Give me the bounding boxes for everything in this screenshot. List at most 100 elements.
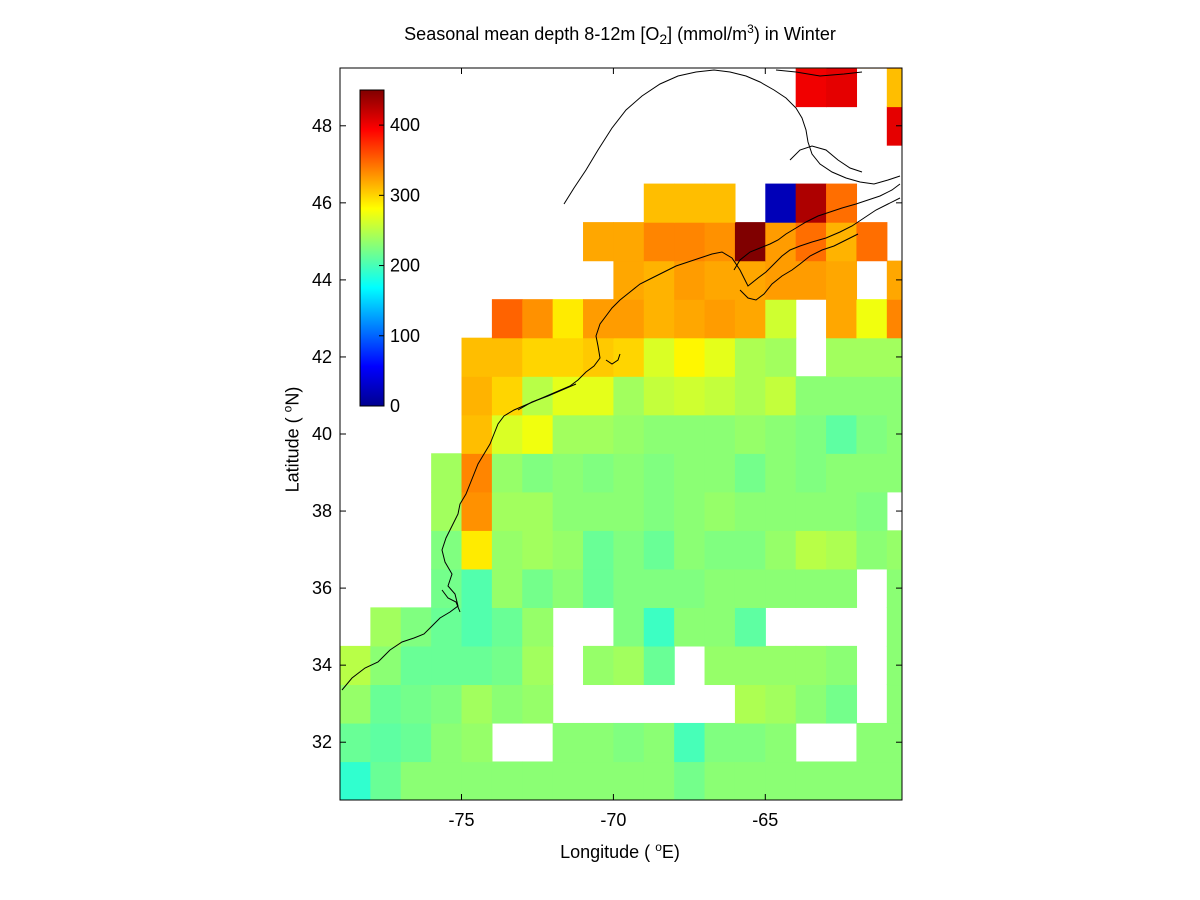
- heatmap-cell: [765, 299, 797, 339]
- heatmap-cell: [704, 299, 736, 339]
- heatmap-cell: [886, 68, 902, 108]
- heatmap-cell: [461, 414, 493, 454]
- heatmap-cell: [491, 453, 523, 493]
- heatmap-cell: [431, 645, 463, 686]
- heatmap-cell: [795, 645, 827, 686]
- heatmap-cell: [856, 0, 887, 30]
- heatmap-cell: [704, 607, 736, 647]
- heatmap-cell: [734, 376, 766, 416]
- heatmap-cell: [552, 568, 584, 608]
- heatmap-cell: [795, 222, 827, 262]
- heatmap-cell: [400, 607, 432, 647]
- heatmap-cell: [826, 299, 858, 339]
- heatmap-cell: [491, 337, 523, 377]
- y-tick-label: 38: [312, 501, 332, 521]
- heatmap-cell: [704, 414, 736, 454]
- heatmap-cell: [765, 183, 797, 223]
- heatmap-cell: [583, 299, 615, 339]
- heatmap-cell: [856, 337, 888, 377]
- heatmap-cell: [734, 607, 766, 647]
- heatmap-cell: [704, 260, 736, 300]
- heatmap-cell: [643, 530, 675, 570]
- y-tick-label: 44: [312, 270, 332, 290]
- heatmap-cell: [734, 684, 766, 724]
- y-tick-label: 40: [312, 424, 332, 444]
- heatmap-cell: [643, 337, 675, 377]
- x-tick-label: -75: [449, 810, 475, 830]
- heatmap-cell: [795, 68, 827, 108]
- heatmap-cell: [856, 414, 888, 454]
- heatmap-cell: [856, 376, 888, 416]
- heatmap-cell: [704, 183, 736, 223]
- heatmap-cell: [522, 645, 554, 686]
- heatmap-cell: [643, 453, 675, 493]
- heatmap-cell: [461, 645, 493, 686]
- heatmap-cell: [886, 530, 902, 570]
- coastline: [341, 69, 901, 691]
- heatmap-cell: [552, 722, 584, 763]
- heatmap-cell: [674, 183, 706, 223]
- heatmap-cell: [400, 684, 432, 724]
- heatmap-cell: [400, 645, 432, 686]
- heatmap-cell: [583, 491, 615, 531]
- heatmap-cell: [613, 376, 645, 416]
- heatmap-cell: [734, 453, 766, 493]
- heatmap-cell: [370, 761, 402, 800]
- heatmap-cell: [734, 645, 766, 686]
- heatmap-cell: [491, 530, 523, 570]
- heatmap-cell: [734, 491, 766, 531]
- heatmap-cell: [583, 761, 615, 800]
- heatmap-cell: [613, 568, 645, 608]
- heatmap-cell: [491, 684, 523, 724]
- heatmap-cell: [613, 260, 645, 300]
- heatmap-cell: [704, 761, 736, 800]
- heatmap-cell: [522, 453, 554, 493]
- heatmap-cell: [370, 607, 402, 647]
- colorbar-gradient: [359, 89, 385, 407]
- heatmap-cell: [491, 607, 523, 647]
- heatmap-cell: [643, 222, 675, 262]
- heatmap-cell: [795, 491, 827, 531]
- heatmap-cell: [856, 530, 888, 570]
- heatmap-cell: [643, 376, 675, 416]
- heatmap-cell: [491, 414, 523, 454]
- heatmap-cell: [613, 530, 645, 570]
- heatmap-cell: [461, 337, 493, 377]
- heatmap-cell: [674, 453, 706, 493]
- heatmap-cell: [704, 722, 736, 763]
- y-tick-label: 46: [312, 193, 332, 213]
- heatmap-cell: [643, 607, 675, 647]
- heatmap-cell: [583, 414, 615, 454]
- heatmap-cell: [674, 491, 706, 531]
- heatmap-cell: [886, 260, 902, 300]
- heatmap-cell: [795, 414, 827, 454]
- heatmap-cell: [552, 376, 584, 416]
- heatmap-cell: [674, 530, 706, 570]
- heatmap-cell: [886, 761, 902, 800]
- heatmap-cell: [704, 453, 736, 493]
- heatmap-cell: [826, 645, 858, 686]
- heatmap-cell: [704, 491, 736, 531]
- heatmap-cell: [552, 491, 584, 531]
- heatmap-cell: [583, 530, 615, 570]
- heatmap-cell: [886, 376, 902, 416]
- x-axis-label: Longitude ( oE): [560, 840, 680, 862]
- heatmap-cell: [826, 530, 858, 570]
- heatmap-cell: [765, 0, 796, 30]
- heatmap-cell: [765, 761, 797, 800]
- heatmap-cell: [734, 414, 766, 454]
- heatmap-cell: [856, 722, 888, 763]
- heatmap-cell: [886, 106, 902, 146]
- y-tick-label: 32: [312, 732, 332, 752]
- x-axis: -75 -70 -65: [449, 68, 778, 830]
- heatmap-cell: [765, 260, 797, 300]
- heatmap-cell: [583, 376, 615, 416]
- heatmap-cell: [734, 299, 766, 339]
- heatmap-cell: [765, 645, 797, 686]
- heatmap-cell: [674, 222, 706, 262]
- heatmap-cell: [522, 607, 554, 647]
- heatmap-cell: [674, 722, 706, 763]
- colorbar-ticks: 0 100 200 300 400: [379, 115, 420, 416]
- heatmap-cell: [461, 453, 493, 493]
